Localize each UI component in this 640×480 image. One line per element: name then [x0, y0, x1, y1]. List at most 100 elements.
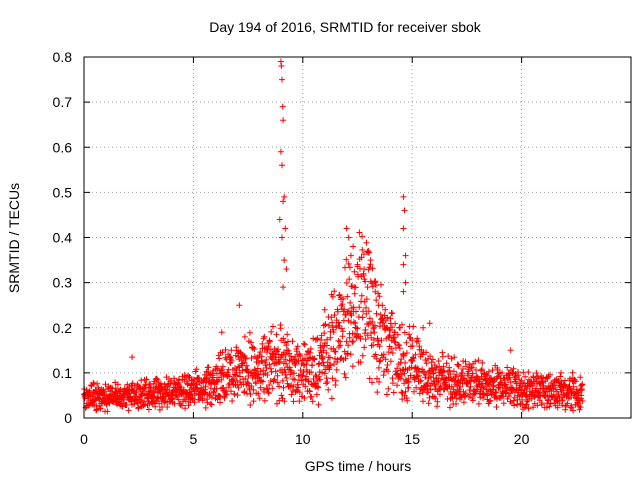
data-point — [534, 402, 541, 409]
data-point — [450, 386, 457, 393]
data-point — [282, 369, 289, 376]
data-point — [437, 391, 443, 398]
data-point — [328, 314, 335, 321]
data-point — [97, 405, 104, 412]
data-point — [385, 368, 391, 375]
data-point — [264, 372, 271, 378]
data-point — [382, 317, 389, 324]
data-point — [123, 402, 130, 408]
data-point — [359, 246, 366, 253]
data-point — [402, 388, 409, 395]
y-tick-label: 0.5 — [53, 184, 73, 200]
data-point — [369, 379, 375, 386]
data-point — [261, 397, 268, 404]
data-point — [563, 390, 570, 397]
data-point — [403, 339, 410, 346]
data-point — [255, 354, 262, 361]
data-point — [530, 404, 536, 411]
data-point — [473, 367, 479, 373]
data-point — [439, 353, 446, 360]
data-point — [217, 399, 223, 406]
data-point — [399, 321, 405, 328]
data-point — [373, 355, 380, 362]
data-point — [417, 377, 424, 384]
y-tick-label: 0.6 — [53, 139, 73, 155]
data-point — [371, 329, 378, 336]
data-point — [93, 406, 100, 413]
data-point — [330, 329, 337, 335]
data-point — [214, 378, 221, 385]
data-point — [486, 398, 493, 405]
data-point — [402, 279, 409, 286]
data-point — [338, 325, 345, 332]
data-point — [303, 361, 310, 368]
data-point — [362, 336, 369, 343]
data-point — [384, 362, 391, 368]
data-point — [447, 404, 453, 411]
data-point — [455, 363, 462, 369]
data-point — [261, 333, 268, 340]
data-point — [175, 396, 182, 403]
data-point — [525, 369, 532, 376]
data-point — [240, 359, 247, 366]
data-point — [363, 296, 370, 303]
data-point — [265, 343, 272, 350]
chart-title: Day 194 of 2016, SRMTID for receiver sbo… — [209, 19, 482, 35]
data-point — [372, 279, 378, 286]
data-point — [414, 335, 421, 342]
data-point — [377, 357, 384, 364]
data-point — [360, 308, 367, 315]
data-point — [487, 397, 494, 404]
data-point — [323, 380, 330, 387]
data-point — [309, 362, 316, 369]
data-point — [202, 404, 209, 411]
data-point — [374, 375, 380, 382]
data-point — [357, 335, 364, 342]
data-point — [358, 254, 365, 261]
data-point — [350, 304, 357, 311]
data-point — [256, 395, 263, 402]
data-point — [435, 358, 442, 364]
data-point — [347, 351, 354, 358]
data-point — [274, 372, 281, 379]
data-point — [479, 359, 486, 366]
data-point — [422, 371, 429, 378]
data-point — [186, 373, 193, 380]
data-point — [469, 397, 476, 404]
data-point — [425, 389, 431, 396]
data-point — [276, 216, 283, 223]
data-point — [307, 345, 314, 352]
data-point — [579, 398, 586, 404]
data-point — [347, 264, 353, 271]
data-point — [223, 391, 230, 397]
data-point — [196, 375, 202, 381]
data-point — [228, 347, 235, 354]
data-point — [403, 350, 410, 356]
data-point — [457, 396, 463, 402]
data-point — [385, 349, 392, 356]
data-point — [362, 278, 369, 285]
data-point — [228, 357, 235, 364]
data-point — [384, 391, 390, 398]
data-point — [394, 382, 400, 389]
data-point — [414, 373, 421, 380]
data-point — [485, 368, 492, 375]
data-point — [250, 344, 257, 351]
data-point — [291, 370, 297, 377]
data-point — [389, 350, 396, 356]
data-point — [264, 386, 271, 393]
data-point — [546, 403, 553, 410]
data-point — [154, 376, 161, 383]
data-point — [207, 400, 214, 407]
data-point — [328, 395, 335, 402]
data-point — [345, 260, 352, 267]
data-point — [250, 398, 257, 405]
data-point — [280, 284, 287, 291]
data-point — [247, 391, 254, 398]
data-point — [507, 390, 514, 397]
data-point — [262, 362, 269, 369]
data-point — [290, 398, 297, 405]
data-point — [359, 352, 366, 359]
data-point — [515, 372, 522, 379]
